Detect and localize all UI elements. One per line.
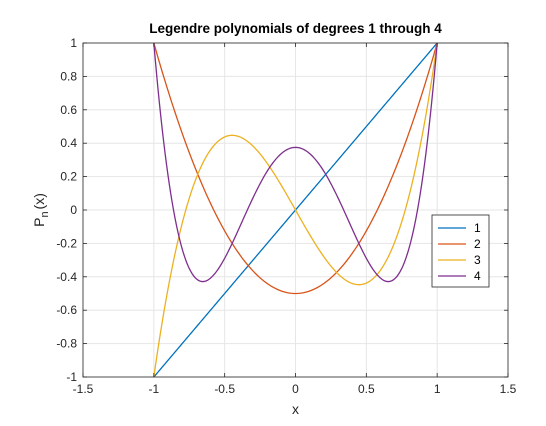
legend-label-2: 2 [474, 237, 481, 251]
y-axis-label-suffix: (x) [31, 193, 47, 209]
x-tick-label: -0.5 [214, 382, 235, 396]
y-tick-label: 0.4 [60, 136, 77, 150]
y-tick-label: 0.8 [60, 69, 77, 83]
y-tick-label: 0.6 [60, 103, 77, 117]
x-tick-label: 1 [434, 382, 441, 396]
y-tick-label: 1 [70, 36, 77, 50]
x-tick-label: 1.5 [500, 382, 517, 396]
y-tick-label: 0 [70, 203, 77, 217]
legend-label-1: 1 [474, 221, 481, 235]
legend-label-3: 3 [474, 253, 481, 267]
y-tick-label: -0.2 [56, 236, 77, 250]
y-tick-label: -0.8 [56, 337, 77, 351]
x-tick-label: -1.5 [73, 382, 94, 396]
legend-label-4: 4 [474, 269, 481, 283]
legend: 1 2 3 4 [431, 214, 490, 288]
axis-ticks: -1.5 -1 -0.5 0 0.5 1 1.5-1-0.8-0.6-0.4-0.200.2… [56, 36, 516, 396]
x-tick-label: 0.5 [358, 382, 375, 396]
x-axis-label: x [292, 401, 299, 417]
y-tick-label: -0.4 [56, 270, 77, 284]
chart-title: Legendre polynomials of degrees 1 throug… [149, 21, 442, 36]
y-axis-label-main: P [31, 218, 47, 227]
y-tick-label: -0.6 [56, 303, 77, 317]
y-axis-label-subscript: n [39, 211, 51, 217]
series-line-3 [153, 42, 438, 378]
series-line-4 [153, 42, 438, 283]
x-tick-label: -1 [148, 382, 159, 396]
legend-box [431, 214, 490, 288]
y-tick-label: 0.2 [60, 170, 77, 184]
y-tick-label: -1 [66, 370, 77, 384]
y-axis-label: Pn (x) [31, 193, 51, 227]
series-lines [153, 42, 438, 378]
series-line-2 [153, 42, 438, 295]
x-tick-label: 0 [292, 382, 299, 396]
